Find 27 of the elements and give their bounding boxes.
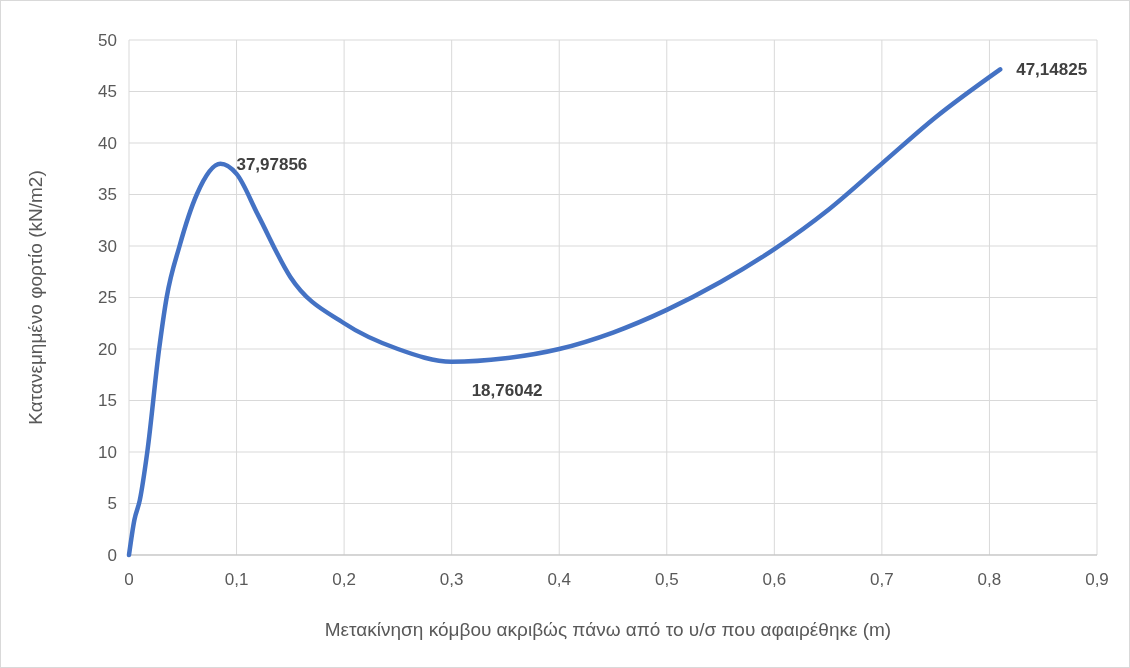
y-tick-label: 5 [107,494,117,514]
y-tick-label: 15 [98,391,117,411]
x-tick-label: 0,9 [1085,570,1109,589]
x-tick-label: 0,1 [224,570,249,589]
y-tick-label: 20 [98,339,117,359]
line-series [126,67,1003,558]
x-tick-label: 0,4 [547,570,572,589]
x-tick-label: 0 [124,570,134,589]
data-label: 47,14825 [1016,60,1088,80]
x-tick-label: 0,8 [977,570,1002,589]
data-label: 18,76042 [471,380,543,400]
x-axis-title: Μετακίνηση κόμβου ακριβώς πάνω από το υ/σ που αφαιρέθηκε (m) [324,619,892,640]
y-axis-title: Κατανεμημένο φορτίο (kN/m2) [25,170,46,425]
y-tick-label: 35 [98,185,117,205]
y-tick-label: 50 [98,30,117,50]
y-tick-label: 25 [98,288,117,308]
x-tick-label: 0,6 [762,570,787,589]
y-tick-label: 0 [107,545,117,565]
x-tick-label: 0,2 [332,570,356,589]
y-tick-label: 10 [98,442,117,462]
y-tick-label: 45 [98,82,117,102]
x-tick-label: 0,3 [439,570,464,589]
y-tick-label: 40 [98,133,117,153]
x-tick-label: 0,7 [870,570,894,589]
x-tick-label: 0,5 [654,570,679,589]
y-tick-label: 30 [98,236,117,256]
data-label: 37,97856 [236,154,308,174]
